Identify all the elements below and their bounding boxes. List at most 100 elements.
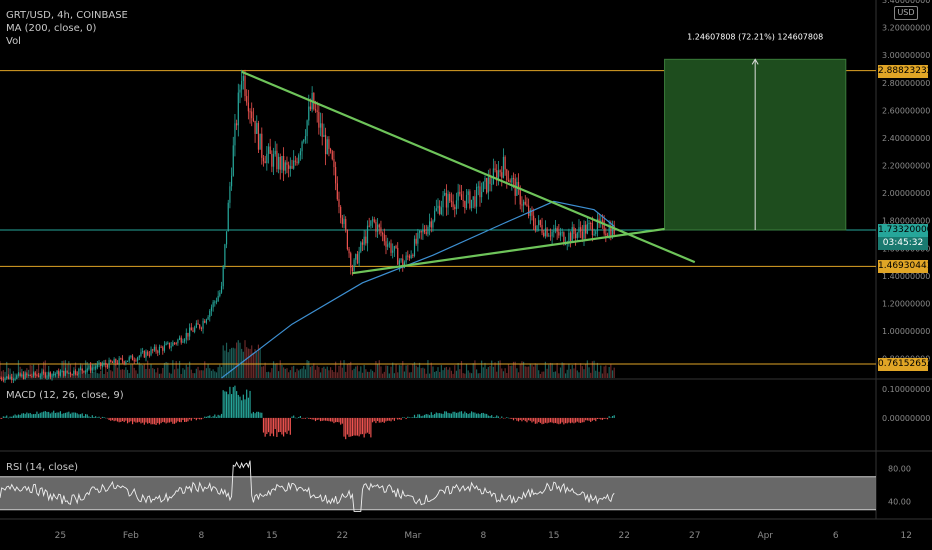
volume-bar — [361, 372, 364, 378]
candle-body — [586, 224, 588, 234]
macd-bar — [336, 417, 338, 423]
macd-bar — [59, 411, 62, 418]
volume-bar — [326, 366, 328, 378]
volume-bar — [578, 372, 580, 378]
candle-body — [121, 358, 124, 362]
volume-bar — [56, 371, 58, 378]
candle-body — [239, 89, 241, 93]
candle-body — [318, 111, 320, 128]
macd-bar — [546, 417, 548, 424]
macd-bar — [400, 417, 402, 420]
candle-body — [21, 374, 23, 377]
candle-body — [6, 376, 8, 379]
macd-bar — [365, 417, 367, 434]
candle-body — [501, 172, 503, 178]
macd-bar — [548, 417, 550, 423]
candle-body — [412, 255, 414, 257]
volume-bar — [341, 367, 343, 378]
candle-body — [175, 342, 177, 344]
macd-bar — [126, 417, 129, 424]
macd-bar — [353, 417, 355, 436]
candle-body — [257, 123, 260, 150]
macd-bar — [214, 414, 216, 418]
volume-bar — [44, 360, 46, 378]
macd-bar — [358, 417, 360, 437]
candle-body — [288, 164, 290, 169]
volume-bar — [470, 373, 473, 378]
macd-bar — [242, 394, 244, 418]
macd-bar — [78, 414, 80, 418]
macd-bar — [128, 417, 130, 423]
volume-bar — [539, 373, 541, 378]
volume-bar — [257, 344, 260, 378]
macd-bar — [348, 417, 350, 437]
volume-bar — [481, 360, 483, 378]
candle-body — [207, 316, 209, 320]
candle-body — [442, 195, 444, 208]
volume-bar — [276, 363, 278, 378]
macd-bar — [192, 417, 194, 419]
candle-body — [413, 238, 416, 256]
macd-bar — [173, 417, 176, 424]
candle-body — [405, 255, 407, 263]
price-tag: 1.73320000 — [878, 223, 932, 237]
volume-bar — [303, 366, 305, 378]
candle-body — [88, 365, 90, 370]
volume-bar — [491, 360, 493, 378]
macd-bar — [460, 411, 463, 418]
macd-tick-label: 0.10000000 — [882, 385, 930, 394]
macd-bar — [368, 417, 370, 435]
candle-body — [476, 187, 478, 207]
x-tick-label: 22 — [619, 531, 630, 541]
macd-bar — [182, 417, 184, 420]
volume-bar — [423, 368, 426, 378]
volume-bar — [452, 373, 454, 378]
macd-bar — [423, 414, 426, 418]
macd-bar — [538, 417, 540, 423]
candle-body — [551, 231, 553, 237]
candle-body — [108, 360, 110, 368]
y-tick-label: 2.40000000 — [882, 134, 930, 143]
candle-body — [98, 362, 100, 365]
candle-body — [56, 370, 58, 374]
y-tick-label: 2.80000000 — [882, 79, 930, 88]
candle-body — [162, 347, 164, 351]
macd-bar — [21, 413, 23, 418]
volume-bar — [380, 366, 382, 378]
macd-bar — [259, 412, 261, 418]
candle-body — [168, 342, 171, 348]
volume-bar — [556, 362, 558, 378]
volume-bar — [163, 362, 166, 378]
macd-bar — [398, 417, 400, 420]
macd-bar — [227, 394, 229, 418]
macd-bar — [147, 417, 149, 424]
currency-badge[interactable]: USD — [894, 6, 918, 20]
symbol-line: GRT/USD, 4h, COINBASE — [6, 10, 128, 21]
candle-body — [51, 374, 53, 378]
volume-bar — [474, 360, 476, 378]
candle-body — [187, 332, 189, 337]
volume-bar — [533, 366, 535, 378]
macd-bar — [34, 413, 36, 418]
volume-bar — [222, 345, 224, 378]
macd-bar — [43, 411, 45, 418]
candle-body — [76, 374, 78, 376]
volume-bar — [544, 361, 546, 378]
candle-body — [591, 223, 593, 236]
macd-legend: MACD (12, 26, close, 9) — [6, 390, 124, 401]
volume-bar — [286, 368, 288, 378]
candle-body — [79, 368, 82, 370]
volume-bar — [246, 347, 248, 378]
candle-body — [135, 360, 137, 362]
volume-bar — [350, 361, 352, 378]
candle-body — [331, 151, 333, 160]
candle-body — [373, 219, 375, 222]
candle-body — [526, 204, 528, 206]
macd-bar — [152, 417, 154, 425]
macd-bar — [413, 414, 416, 418]
macd-bar — [457, 412, 459, 418]
candle-body — [95, 367, 97, 369]
volume-bar — [152, 368, 154, 378]
macd-bar — [252, 411, 254, 418]
